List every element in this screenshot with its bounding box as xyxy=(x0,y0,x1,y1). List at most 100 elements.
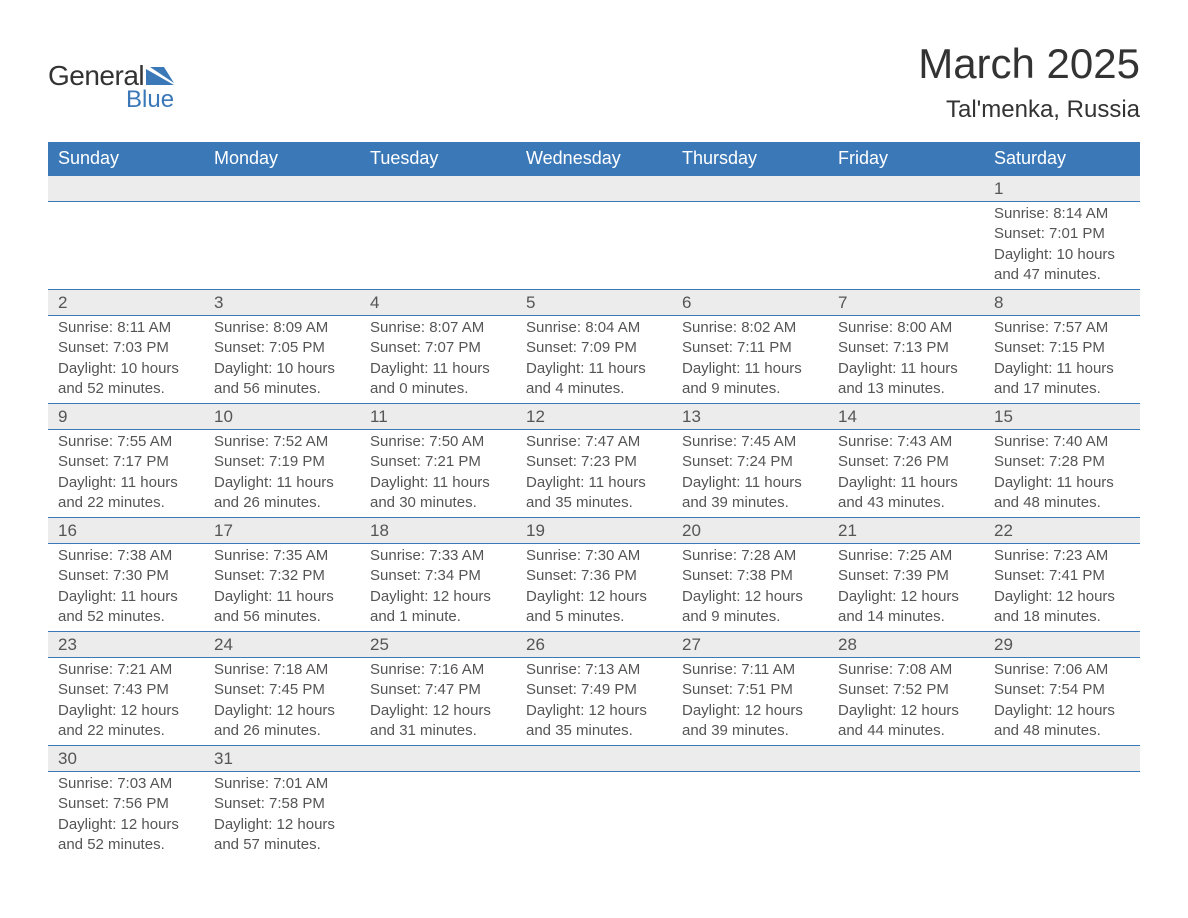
day-data-cell: Sunrise: 7:03 AMSunset: 7:56 PMDaylight:… xyxy=(48,772,204,860)
sunrise-text: Sunrise: 7:28 AM xyxy=(682,546,818,566)
sunrise-text: Sunrise: 7:38 AM xyxy=(58,546,194,566)
day-number-cell: 2 xyxy=(48,290,204,316)
daylight-text: Daylight: 11 hours xyxy=(994,473,1130,493)
sunrise-text: Sunrise: 7:18 AM xyxy=(214,660,350,680)
sunset-text: Sunset: 7:21 PM xyxy=(370,452,506,472)
day-data-cell: Sunrise: 7:18 AMSunset: 7:45 PMDaylight:… xyxy=(204,658,360,746)
day-data-cell: Sunrise: 7:38 AMSunset: 7:30 PMDaylight:… xyxy=(48,544,204,632)
sunrise-text: Sunrise: 7:01 AM xyxy=(214,774,350,794)
sunrise-text: Sunrise: 7:33 AM xyxy=(370,546,506,566)
daylight-text: Daylight: 11 hours xyxy=(214,473,350,493)
title-block: March 2025 Tal'menka, Russia xyxy=(918,40,1140,124)
day-number-row: 23242526272829 xyxy=(48,632,1140,658)
daylight-text: and 35 minutes. xyxy=(526,721,662,741)
sunrise-text: Sunrise: 7:55 AM xyxy=(58,432,194,452)
day-number-cell: 3 xyxy=(204,290,360,316)
daylight-text: Daylight: 12 hours xyxy=(838,701,974,721)
day-data-cell: Sunrise: 7:11 AMSunset: 7:51 PMDaylight:… xyxy=(672,658,828,746)
day-number-cell: 27 xyxy=(672,632,828,658)
daylight-text: and 56 minutes. xyxy=(214,379,350,399)
daylight-text: and 18 minutes. xyxy=(994,607,1130,627)
day-number-cell xyxy=(672,176,828,202)
daylight-text: Daylight: 10 hours xyxy=(214,359,350,379)
sunrise-text: Sunrise: 8:09 AM xyxy=(214,318,350,338)
day-number-cell: 12 xyxy=(516,404,672,430)
day-number-cell: 28 xyxy=(828,632,984,658)
day-number-cell xyxy=(516,746,672,772)
daylight-text: and 39 minutes. xyxy=(682,721,818,741)
daylight-text: Daylight: 12 hours xyxy=(526,587,662,607)
day-data-cell: Sunrise: 8:02 AMSunset: 7:11 PMDaylight:… xyxy=(672,316,828,404)
daylight-text: Daylight: 11 hours xyxy=(526,359,662,379)
day-data-cell xyxy=(672,202,828,290)
daylight-text: Daylight: 12 hours xyxy=(994,587,1130,607)
daylight-text: Daylight: 11 hours xyxy=(58,473,194,493)
sunrise-text: Sunrise: 8:07 AM xyxy=(370,318,506,338)
sunrise-text: Sunrise: 7:45 AM xyxy=(682,432,818,452)
day-data-cell xyxy=(828,202,984,290)
day-data-cell: Sunrise: 7:13 AMSunset: 7:49 PMDaylight:… xyxy=(516,658,672,746)
day-number-cell: 17 xyxy=(204,518,360,544)
sunrise-text: Sunrise: 7:21 AM xyxy=(58,660,194,680)
day-data-cell: Sunrise: 7:45 AMSunset: 7:24 PMDaylight:… xyxy=(672,430,828,518)
sunrise-text: Sunrise: 7:08 AM xyxy=(838,660,974,680)
day-data-row: Sunrise: 7:55 AMSunset: 7:17 PMDaylight:… xyxy=(48,430,1140,518)
day-number-cell xyxy=(672,746,828,772)
day-data-cell: Sunrise: 8:04 AMSunset: 7:09 PMDaylight:… xyxy=(516,316,672,404)
calendar-table: Sunday Monday Tuesday Wednesday Thursday… xyxy=(48,142,1140,859)
daylight-text: Daylight: 12 hours xyxy=(214,701,350,721)
daylight-text: Daylight: 12 hours xyxy=(370,587,506,607)
day-number-cell: 11 xyxy=(360,404,516,430)
day-number-cell: 31 xyxy=(204,746,360,772)
daylight-text: and 26 minutes. xyxy=(214,493,350,513)
day-data-cell: Sunrise: 7:35 AMSunset: 7:32 PMDaylight:… xyxy=(204,544,360,632)
daylight-text: Daylight: 11 hours xyxy=(838,473,974,493)
sunset-text: Sunset: 7:09 PM xyxy=(526,338,662,358)
day-number-cell: 4 xyxy=(360,290,516,316)
day-number-cell: 15 xyxy=(984,404,1140,430)
sunrise-text: Sunrise: 7:06 AM xyxy=(994,660,1130,680)
day-number-cell: 1 xyxy=(984,176,1140,202)
daylight-text: and 13 minutes. xyxy=(838,379,974,399)
day-data-cell xyxy=(48,202,204,290)
day-data-cell: Sunrise: 7:57 AMSunset: 7:15 PMDaylight:… xyxy=(984,316,1140,404)
day-number-cell: 5 xyxy=(516,290,672,316)
sunset-text: Sunset: 7:45 PM xyxy=(214,680,350,700)
sunset-text: Sunset: 7:54 PM xyxy=(994,680,1130,700)
sunset-text: Sunset: 7:34 PM xyxy=(370,566,506,586)
day-data-cell: Sunrise: 8:09 AMSunset: 7:05 PMDaylight:… xyxy=(204,316,360,404)
sunrise-text: Sunrise: 7:03 AM xyxy=(58,774,194,794)
daylight-text: and 17 minutes. xyxy=(994,379,1130,399)
daylight-text: Daylight: 11 hours xyxy=(370,473,506,493)
day-data-cell: Sunrise: 7:30 AMSunset: 7:36 PMDaylight:… xyxy=(516,544,672,632)
sunset-text: Sunset: 7:51 PM xyxy=(682,680,818,700)
day-data-cell: Sunrise: 7:28 AMSunset: 7:38 PMDaylight:… xyxy=(672,544,828,632)
day-data-cell: Sunrise: 7:06 AMSunset: 7:54 PMDaylight:… xyxy=(984,658,1140,746)
sunrise-text: Sunrise: 7:43 AM xyxy=(838,432,974,452)
sunrise-text: Sunrise: 7:57 AM xyxy=(994,318,1130,338)
daylight-text: and 52 minutes. xyxy=(58,379,194,399)
day-number-cell: 20 xyxy=(672,518,828,544)
daylight-text: Daylight: 12 hours xyxy=(682,587,818,607)
day-number-cell: 26 xyxy=(516,632,672,658)
sunset-text: Sunset: 7:26 PM xyxy=(838,452,974,472)
weekday-friday: Friday xyxy=(828,142,984,176)
daylight-text: and 14 minutes. xyxy=(838,607,974,627)
month-title: March 2025 xyxy=(918,40,1140,88)
day-data-row: Sunrise: 8:14 AMSunset: 7:01 PMDaylight:… xyxy=(48,202,1140,290)
sunrise-text: Sunrise: 7:47 AM xyxy=(526,432,662,452)
day-data-cell: Sunrise: 7:52 AMSunset: 7:19 PMDaylight:… xyxy=(204,430,360,518)
sunset-text: Sunset: 7:49 PM xyxy=(526,680,662,700)
day-number-cell: 13 xyxy=(672,404,828,430)
day-data-cell: Sunrise: 8:14 AMSunset: 7:01 PMDaylight:… xyxy=(984,202,1140,290)
sunrise-text: Sunrise: 7:13 AM xyxy=(526,660,662,680)
sunset-text: Sunset: 7:36 PM xyxy=(526,566,662,586)
day-data-cell xyxy=(360,772,516,860)
logo-flag-icon xyxy=(146,63,180,85)
day-data-cell xyxy=(204,202,360,290)
daylight-text: and 9 minutes. xyxy=(682,607,818,627)
weekday-thursday: Thursday xyxy=(672,142,828,176)
sunset-text: Sunset: 7:56 PM xyxy=(58,794,194,814)
day-data-cell xyxy=(516,202,672,290)
day-data-cell: Sunrise: 7:16 AMSunset: 7:47 PMDaylight:… xyxy=(360,658,516,746)
